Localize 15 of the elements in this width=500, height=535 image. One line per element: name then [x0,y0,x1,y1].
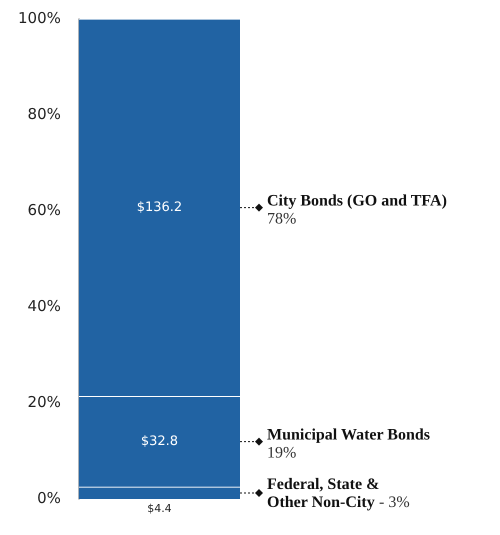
text: 78% [267,210,296,228]
series-label: City Bonds (GO and TFA) [267,192,447,210]
y-tick-label: 0% [37,488,61,507]
text: 19% [267,444,296,462]
annotation: $136.2 [136,200,182,216]
series-label: Municipal Water Bonds [267,426,430,444]
y-tick-label: 40% [28,296,61,315]
annotation: $32.8 [140,434,178,450]
y-tick-label: 60% [28,200,61,219]
y-tick-label: 80% [28,104,61,123]
series-label: Federal, State & Other Non-City [267,476,380,511]
y-tick-label: 100% [18,8,61,27]
y-tick-label: 20% [28,392,61,411]
text: - 3% [378,494,410,511]
text: $4.4 [147,502,172,515]
